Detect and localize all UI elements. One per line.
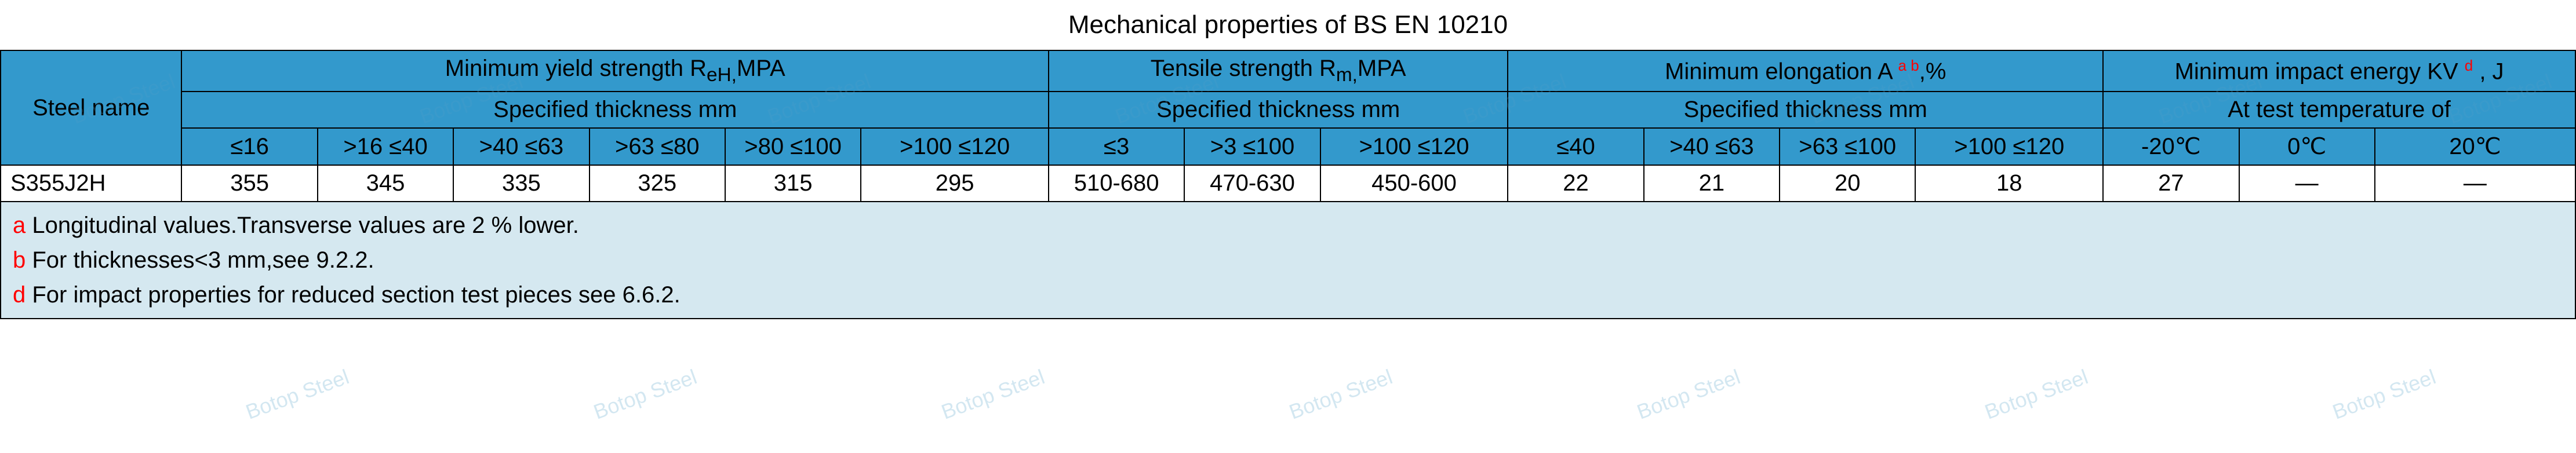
header-tensile-sub: Specified thickness mm (1049, 92, 1508, 128)
cell-elong-0: 22 (1508, 165, 1643, 202)
cell-yield-5: 295 (861, 165, 1049, 202)
impact-sup: d (2465, 57, 2473, 74)
watermark-text: Botop Steel (938, 364, 1047, 424)
header-elong-sub: Specified thickness mm (1508, 92, 2103, 128)
yield-range-3: >63 ≤80 (590, 128, 725, 165)
page-container: Mechanical properties of BS EN 10210 Ste… (0, 0, 2576, 319)
elong-label-post: ,% (1919, 59, 1946, 85)
cell-impact-1: — (2239, 165, 2375, 202)
yield-label-pre: Minimum yield strength R (445, 56, 707, 81)
watermark-text: Botop Steel (590, 364, 700, 424)
watermark-text: Botop Steel (1633, 364, 1743, 424)
properties-table: Steel name Minimum yield strength ReH,MP… (0, 50, 2576, 319)
header-elongation: Minimum elongation A a b,% (1508, 50, 2103, 92)
notes-cell: a Longitudinal values.Transverse values … (1, 202, 2575, 319)
yield-sub: eH, (707, 64, 737, 86)
cell-steel-name: S355J2H (1, 165, 181, 202)
impact-temp-2: 20℃ (2375, 128, 2575, 165)
yield-range-1: >16 ≤40 (318, 128, 453, 165)
note-d-key: d (13, 282, 26, 308)
page-title: Mechanical properties of BS EN 10210 (0, 0, 2576, 50)
header-row-1: Steel name Minimum yield strength ReH,MP… (1, 50, 2575, 92)
header-row-3: ≤16 >16 ≤40 >40 ≤63 >63 ≤80 >80 ≤100 >10… (1, 128, 2575, 165)
cell-yield-4: 315 (725, 165, 861, 202)
yield-range-5: >100 ≤120 (861, 128, 1049, 165)
header-steel-name: Steel name (1, 50, 181, 165)
elong-sup: a b (1898, 57, 1919, 74)
cell-yield-2: 335 (453, 165, 589, 202)
cell-yield-3: 325 (590, 165, 725, 202)
watermark-text: Botop Steel (1286, 364, 1395, 424)
yield-label-post: MPA (737, 56, 785, 81)
cell-yield-1: 345 (318, 165, 453, 202)
note-b-text: For thicknesses<3 mm,see 9.2.2. (26, 247, 374, 273)
cell-tensile-1: 470-630 (1184, 165, 1320, 202)
yield-range-4: >80 ≤100 (725, 128, 861, 165)
note-a-key: a (13, 213, 26, 238)
elong-label-pre: Minimum elongation A (1665, 59, 1898, 85)
tensile-range-1: >3 ≤100 (1184, 128, 1320, 165)
header-yield-sub: Specified thickness mm (181, 92, 1048, 128)
cell-elong-3: 18 (1915, 165, 2103, 202)
header-row-2: Specified thickness mm Specified thickne… (1, 92, 2575, 128)
notes-row: a Longitudinal values.Transverse values … (1, 202, 2575, 319)
watermark-text: Botop Steel (242, 364, 352, 424)
tensile-label-pre: Tensile strength R (1151, 56, 1336, 81)
tensile-sub: m, (1336, 64, 1358, 86)
header-impact-sub: At test temperature of (2103, 92, 2575, 128)
tensile-range-0: ≤3 (1049, 128, 1184, 165)
data-row: S355J2H 355 345 335 325 315 295 510-680 … (1, 165, 2575, 202)
cell-tensile-2: 450-600 (1320, 165, 1508, 202)
tensile-range-2: >100 ≤120 (1320, 128, 1508, 165)
cell-impact-0: 27 (2103, 165, 2239, 202)
note-d: d For impact properties for reduced sect… (13, 277, 2563, 312)
note-b: b For thicknesses<3 mm,see 9.2.2. (13, 243, 2563, 277)
impact-temp-1: 0℃ (2239, 128, 2375, 165)
note-d-text: For impact properties for reduced sectio… (26, 282, 680, 308)
elong-range-1: >40 ≤63 (1644, 128, 1780, 165)
impact-temp-0: -20℃ (2103, 128, 2239, 165)
elong-range-0: ≤40 (1508, 128, 1643, 165)
cell-elong-1: 21 (1644, 165, 1780, 202)
watermark-text: Botop Steel (2329, 364, 2439, 424)
note-a-text: Longitudinal values.Transverse values ar… (26, 213, 579, 238)
yield-range-0: ≤16 (181, 128, 317, 165)
note-a: a Longitudinal values.Transverse values … (13, 208, 2563, 243)
header-tensile: Tensile strength Rm,MPA (1049, 50, 1508, 92)
cell-elong-2: 20 (1780, 165, 1915, 202)
yield-range-2: >40 ≤63 (453, 128, 589, 165)
elong-range-3: >100 ≤120 (1915, 128, 2103, 165)
impact-label-pre: Minimum impact energy KV (2175, 59, 2465, 85)
header-yield: Minimum yield strength ReH,MPA (181, 50, 1048, 92)
elong-range-2: >63 ≤100 (1780, 128, 1915, 165)
tensile-label-post: MPA (1358, 56, 1406, 81)
cell-tensile-0: 510-680 (1049, 165, 1184, 202)
note-b-key: b (13, 247, 26, 273)
cell-impact-2: — (2375, 165, 2575, 202)
cell-yield-0: 355 (181, 165, 317, 202)
header-impact: Minimum impact energy KV d , J (2103, 50, 2575, 92)
watermark-text: Botop Steel (1981, 364, 2091, 424)
impact-label-post: , J (2473, 59, 2504, 85)
